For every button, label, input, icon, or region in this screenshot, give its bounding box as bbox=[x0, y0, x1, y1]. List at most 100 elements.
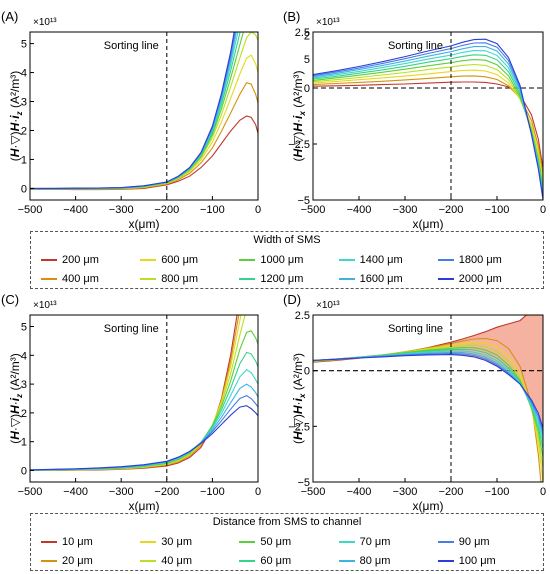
x-axis-label: x(μm) bbox=[413, 217, 444, 231]
plot-area bbox=[30, 32, 258, 200]
series-line bbox=[30, 351, 258, 471]
legend-item: 1400 μm bbox=[338, 250, 438, 269]
y-axis-label: (H·▽)H·ix (A²/m³) bbox=[291, 353, 307, 444]
series-line bbox=[30, 32, 244, 190]
x-tick-label: −400 bbox=[347, 204, 372, 216]
legend-items: 200 μm 600 μm 1000 μm 1400 μm 1800 μm 400 μm 8… bbox=[41, 250, 537, 285]
x-tick-label: −300 bbox=[109, 204, 134, 216]
legend-swatch bbox=[338, 559, 355, 562]
panel-label: (B) bbox=[283, 9, 300, 24]
legend-swatch bbox=[140, 277, 157, 280]
y-axis-label: (H·▽)H·iz (A²/m³) bbox=[8, 353, 24, 444]
legend-item: 1600 μm bbox=[338, 269, 438, 288]
y-tick-label: 3 bbox=[21, 379, 27, 391]
series-line bbox=[30, 32, 241, 190]
legend-width-of-sms: Width of SMS 200 μm 600 μm 1000 μm 1400 μm 1… bbox=[30, 231, 544, 289]
legend-label: 20 μm bbox=[62, 554, 93, 567]
x-tick-label: −500 bbox=[301, 204, 326, 216]
axis-multiplier: ×10¹³ bbox=[33, 300, 57, 311]
legend-item: 2000 μm bbox=[437, 269, 537, 288]
y-tick-label: 5 bbox=[21, 39, 27, 51]
legend-label: 600 μm bbox=[161, 253, 199, 266]
legend-item: 600 μm bbox=[140, 250, 239, 269]
legend-label: 30 μm bbox=[161, 535, 192, 548]
legend-swatch bbox=[437, 277, 454, 280]
sorting-line-label: Sorting line bbox=[104, 40, 159, 52]
series-line bbox=[30, 405, 258, 471]
legend-label: 70 μm bbox=[359, 535, 391, 548]
legend-label: 400 μm bbox=[62, 272, 99, 285]
legend-swatch bbox=[239, 559, 256, 562]
legend-item: 1000 μm bbox=[239, 250, 338, 269]
legend-swatch bbox=[239, 258, 256, 261]
legend-swatch bbox=[338, 258, 355, 261]
x-tick-label: −100 bbox=[485, 204, 510, 216]
plot-area bbox=[30, 315, 258, 482]
panel-label: (C) bbox=[1, 292, 19, 307]
panel-d: Sorting line −500 −400 −300 −200 −100 0 −5 −2.5 0… bbox=[283, 292, 546, 513]
legend-title: Distance from SMS to channel bbox=[212, 516, 362, 528]
legend-item: 70 μm bbox=[338, 532, 438, 551]
y-tick-label: 0 bbox=[304, 366, 310, 378]
legend-item: 100 μm bbox=[437, 551, 537, 570]
x-axis-label: x(μm) bbox=[129, 217, 160, 231]
legend-label: 1200 μm bbox=[260, 272, 304, 285]
legend-swatch bbox=[41, 540, 57, 543]
legend-item: 20 μm bbox=[41, 551, 140, 570]
legend-swatch bbox=[338, 277, 355, 280]
legend-swatch bbox=[437, 559, 454, 562]
x-tick-label: −300 bbox=[393, 486, 418, 498]
legend-item: 800 μm bbox=[140, 269, 239, 288]
legend-items: 10 μm 30 μm 50 μm 70 μm 90 μm 20 μm 40 μm 60 μm… bbox=[41, 532, 537, 567]
plot-frame bbox=[312, 314, 544, 483]
panel-c: Sorting line −500 −400 −300 −200 −100 0 0 1 2 3 4 5 ×… bbox=[1, 292, 261, 513]
x-tick-label: −100 bbox=[200, 486, 225, 498]
plot-area bbox=[313, 32, 543, 200]
y-axis-label: (H·▽)H·ix (A²/m³) bbox=[291, 70, 307, 161]
plot-frame bbox=[29, 314, 259, 483]
legend-item: 200 μm bbox=[41, 250, 140, 269]
legend-label: 50 μm bbox=[260, 535, 292, 548]
x-tick-label: −500 bbox=[301, 486, 326, 498]
legend-label: 90 μm bbox=[458, 535, 490, 548]
y-tick-label: −5 bbox=[297, 195, 310, 207]
axis-multiplier: ×10¹³ bbox=[316, 17, 340, 28]
series-line bbox=[313, 75, 543, 176]
legend-label: 1400 μm bbox=[359, 253, 403, 266]
x-tick-label: −200 bbox=[439, 486, 464, 498]
series-line bbox=[30, 368, 258, 471]
x-tick-label: −200 bbox=[154, 204, 179, 216]
sorting-line-label: Sorting line bbox=[388, 323, 443, 335]
legend-label: 800 μm bbox=[161, 272, 199, 285]
x-tick-label: 0 bbox=[540, 204, 546, 216]
legend-swatch bbox=[338, 540, 355, 543]
sorting-line-label: Sorting line bbox=[388, 40, 443, 52]
legend-label: 100 μm bbox=[458, 554, 496, 567]
legend-swatch bbox=[239, 277, 256, 280]
legend-swatch bbox=[140, 559, 157, 562]
x-tick-label: −200 bbox=[439, 204, 464, 216]
legend-label: 1600 μm bbox=[359, 272, 403, 285]
legend-label: 2000 μm bbox=[458, 272, 502, 285]
y-tick-label: −2.5 bbox=[288, 421, 310, 433]
legend-item: 60 μm bbox=[239, 551, 338, 570]
sorting-line-label: Sorting line bbox=[104, 323, 159, 335]
y-tick-label: 0 bbox=[21, 465, 27, 477]
y-tick-label: 2 bbox=[304, 30, 310, 42]
legend-item: 50 μm bbox=[239, 532, 338, 551]
legend-label: 40 μm bbox=[161, 554, 192, 567]
x-tick-label: 0 bbox=[255, 204, 261, 216]
legend-swatch bbox=[437, 258, 454, 261]
legend-item: 10 μm bbox=[41, 532, 140, 551]
x-tick-label: −500 bbox=[18, 204, 43, 216]
series-line bbox=[30, 32, 235, 189]
y-tick-label: 2.5 bbox=[295, 27, 310, 39]
y-tick-label: −2.5 bbox=[288, 139, 310, 151]
panel-label: (A) bbox=[1, 9, 18, 24]
legend-item: 30 μm bbox=[140, 532, 239, 551]
legend-swatch bbox=[41, 277, 57, 280]
x-tick-label: −400 bbox=[63, 204, 88, 216]
legend-item: 1800 μm bbox=[437, 250, 537, 269]
y-tick-label: 2 bbox=[21, 125, 27, 137]
